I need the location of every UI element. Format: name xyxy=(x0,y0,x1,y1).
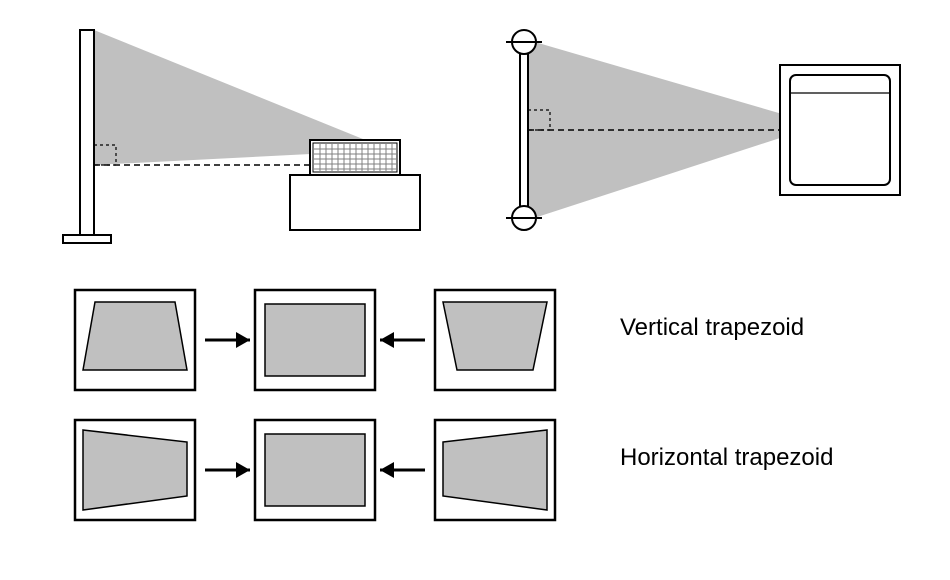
keystone-shape xyxy=(83,302,187,370)
keystone-shape xyxy=(443,302,547,370)
horizontal-label: Horizontal trapezoid xyxy=(620,444,833,471)
keystone-shape xyxy=(443,430,547,510)
keystone-shape xyxy=(265,304,365,376)
projector-table xyxy=(290,175,420,230)
screen-bar xyxy=(520,42,528,218)
keystone-shape xyxy=(83,430,187,510)
vertical-label: Vertical trapezoid xyxy=(620,314,804,341)
keystone-diagram: Vertical trapezoid Horizontal trapezoid xyxy=(0,0,950,580)
projector-top xyxy=(790,75,890,185)
screen-post xyxy=(80,30,94,235)
keystone-shape xyxy=(265,434,365,506)
